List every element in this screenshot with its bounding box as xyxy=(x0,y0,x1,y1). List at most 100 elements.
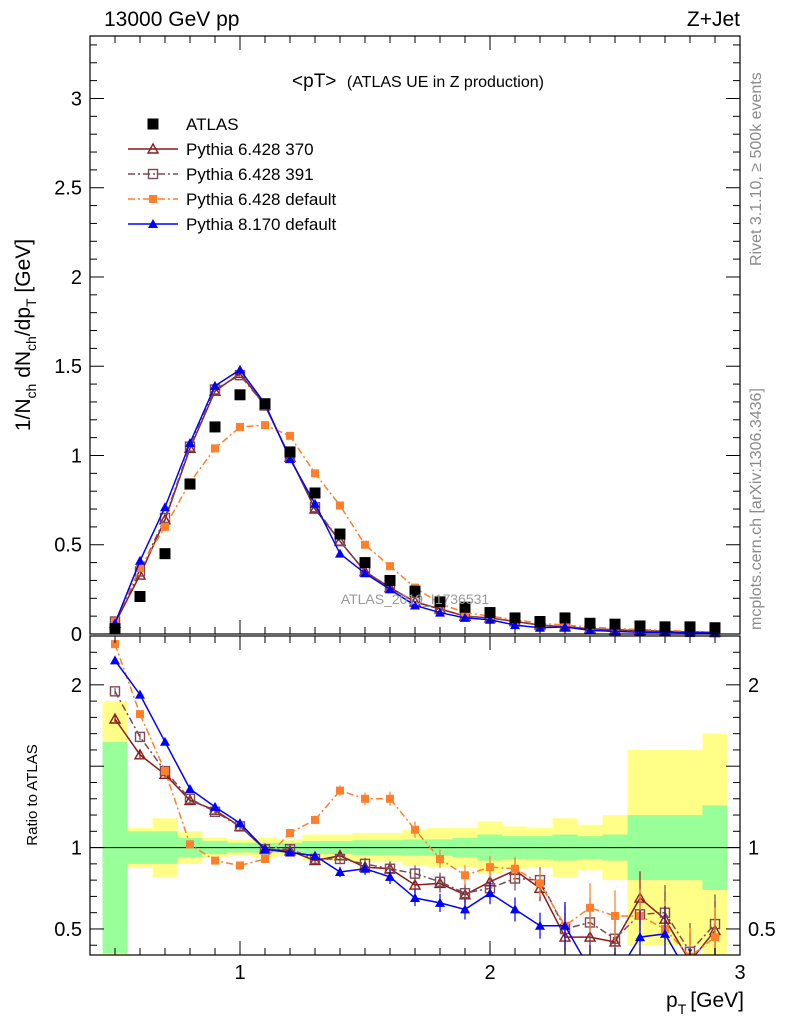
ratio-point xyxy=(361,794,369,803)
main-y-tick-label: 0.5 xyxy=(54,535,82,557)
ratio-y-tick-label-right: 2 xyxy=(748,675,759,697)
ratio-point xyxy=(461,871,469,880)
ratio-point xyxy=(133,748,147,760)
ratio-point xyxy=(385,871,395,881)
ratio-point xyxy=(459,887,471,899)
ratio-series-pythia-8-170-default xyxy=(110,655,720,982)
data-point xyxy=(460,612,470,622)
ratio-point xyxy=(211,856,219,865)
header-right: Z+Jet xyxy=(686,8,740,31)
ratio-point xyxy=(236,861,244,870)
ratio-point xyxy=(560,920,570,930)
axis-labels: 00.511.522.530.5 0.51 12 21 2 3 xyxy=(54,88,776,984)
ratio-y-tick-label-right: 1 xyxy=(748,838,759,860)
data-point xyxy=(634,620,646,632)
data-point xyxy=(159,548,171,560)
legend-marker xyxy=(146,142,160,154)
x-tick-label: 2 xyxy=(484,962,495,984)
data-point xyxy=(384,574,396,586)
legend-marker xyxy=(147,118,159,130)
data-point xyxy=(134,591,146,603)
data-point xyxy=(534,616,546,628)
x-tick-label: 3 xyxy=(734,962,745,984)
data-point xyxy=(434,596,446,608)
ratio-point xyxy=(635,932,645,942)
ratio-point xyxy=(311,815,319,824)
data-point xyxy=(285,454,295,464)
chart-title-rest: (ATLAS UE in Z production) xyxy=(347,74,544,91)
ratio-point xyxy=(161,767,169,776)
data-point xyxy=(210,380,220,390)
ratio-point xyxy=(411,825,419,834)
legend-entry: Pythia 6.428 default xyxy=(128,190,337,209)
data-point xyxy=(609,618,621,630)
ratio-point xyxy=(485,888,495,898)
data-point xyxy=(361,540,369,549)
data-point xyxy=(135,555,145,565)
ratio-uncertainty-bands xyxy=(90,701,740,955)
legend-entry: Pythia 8.170 default xyxy=(128,215,337,234)
ratio-point xyxy=(160,736,170,746)
data-point xyxy=(435,607,445,617)
data-point xyxy=(261,421,269,430)
x-tick-label: 1 xyxy=(234,962,245,984)
ratio-y-tick-label-left: 1 xyxy=(71,838,82,860)
data-point xyxy=(509,612,521,624)
data-point xyxy=(559,612,571,624)
data-point xyxy=(184,478,196,490)
ratio-point xyxy=(486,863,494,872)
main-y-axis-label: 1/Nch dNch/dpT [GeV] xyxy=(12,239,39,431)
main-y-tick-label: 0 xyxy=(71,624,82,646)
ratio-point xyxy=(436,854,444,863)
ratio-point xyxy=(711,933,719,942)
ratio-point xyxy=(434,876,446,887)
data-point xyxy=(161,522,169,531)
ratio-point xyxy=(386,794,394,803)
data-point xyxy=(359,557,371,569)
ratio-point xyxy=(710,973,720,982)
ratio-series-layer xyxy=(108,640,722,982)
ratio-point xyxy=(285,847,295,857)
ratio-point xyxy=(335,866,345,876)
ratio-point xyxy=(186,840,194,849)
main-y-tick-label: 2.5 xyxy=(54,178,82,200)
ratio-point xyxy=(334,853,346,865)
ratio-point xyxy=(184,793,196,804)
ratio-point xyxy=(260,844,270,854)
ratio-point xyxy=(109,686,121,697)
legend-label: Pythia 8.170 default xyxy=(186,215,337,234)
data-point xyxy=(485,614,495,624)
ratio-point xyxy=(308,854,322,866)
main-y-tick-label: 3 xyxy=(71,88,82,110)
legend-entry: Pythia 6.428 370 xyxy=(128,140,314,159)
ratio-point xyxy=(660,928,670,938)
data-point xyxy=(236,422,244,431)
data-point xyxy=(385,584,395,594)
mcplots-label: mcplots.cern.ch [arXiv:1306.3436] xyxy=(748,388,765,630)
ratio-y-axis-label: Ratio to ATLAS xyxy=(24,744,41,845)
data-point xyxy=(284,446,296,458)
ratio-point xyxy=(408,878,422,890)
legend-label: ATLAS xyxy=(186,115,239,134)
data-point xyxy=(234,389,246,401)
data-point xyxy=(459,601,471,613)
legend-marker xyxy=(149,195,157,203)
ratio-point xyxy=(611,911,619,920)
ratio-point xyxy=(108,712,122,724)
ratio-point xyxy=(535,920,545,930)
legend: ATLAS Pythia 6.428 370 Pythia 6.428 391 Pyt… xyxy=(128,115,337,234)
legend-entry: ATLAS xyxy=(147,115,239,134)
data-point xyxy=(336,501,344,510)
ratio-point xyxy=(310,850,320,860)
ratio-point xyxy=(511,864,519,873)
data-point xyxy=(133,568,147,580)
ratio-point xyxy=(460,904,470,914)
data-point xyxy=(360,568,370,578)
data-point xyxy=(136,563,144,572)
ratio-point xyxy=(210,801,220,811)
data-point xyxy=(209,421,221,433)
ratio-point xyxy=(410,893,420,903)
ratio-point xyxy=(136,710,144,719)
data-point xyxy=(286,431,294,440)
data-point xyxy=(684,621,696,633)
